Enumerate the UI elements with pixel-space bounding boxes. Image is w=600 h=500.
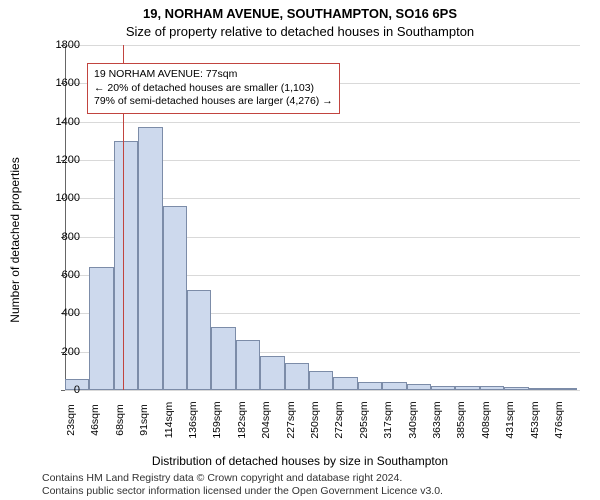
histogram-bar [382,382,406,390]
gridline [65,122,580,123]
xtick-label: 340sqm [407,401,419,438]
xtick-label: 431sqm [504,401,516,438]
annotation-box: 19 NORHAM AVENUE: 77sqm← 20% of detached… [87,63,340,114]
histogram-bar [333,377,357,390]
xtick-label: 91sqm [138,404,150,436]
xtick-label: 317sqm [382,401,394,438]
ytick-label: 200 [40,346,80,358]
xtick-label: 114sqm [163,402,175,439]
histogram-bar [260,356,284,391]
annotation-line-3: 79% of semi-detached houses are larger (… [94,95,333,109]
y-axis-label: Number of detached properties [8,50,22,430]
xtick-label: 46sqm [89,404,101,436]
credit-line-1: Contains HM Land Registry data © Crown c… [42,472,443,485]
xtick-label: 182sqm [236,401,248,438]
gridline [65,390,580,391]
xtick-label: 68sqm [114,404,126,436]
histogram-bar [285,363,309,390]
histogram-bar [236,340,260,390]
histogram-bar [187,290,211,390]
histogram-bar [358,382,382,390]
credits: Contains HM Land Registry data © Crown c… [42,472,443,498]
histogram-bar [211,327,235,390]
chart-title-line2: Size of property relative to detached ho… [0,24,600,39]
xtick-label: 385sqm [455,401,467,438]
ytick-label: 1800 [40,39,80,51]
ytick-label: 800 [40,231,80,243]
histogram-bar [114,141,138,390]
credit-line-2: Contains public sector information licen… [42,485,443,498]
histogram-bar [431,386,455,390]
histogram-bar [529,388,553,390]
ytick-label: 1400 [40,116,80,128]
histogram-bar [89,267,113,390]
gridline [65,45,580,46]
xtick-label: 408sqm [480,401,492,438]
histogram-bar [309,371,333,390]
ytick-label: 1000 [40,192,80,204]
xtick-label: 295sqm [358,401,370,438]
xtick-label: 159sqm [211,401,223,438]
xtick-label: 136sqm [187,401,199,438]
plot-area: 19 NORHAM AVENUE: 77sqm← 20% of detached… [65,45,580,390]
histogram-bar [480,386,504,390]
ytick-label: 0 [40,384,80,396]
ytick-label: 400 [40,307,80,319]
ytick-label: 1200 [40,154,80,166]
chart-title-line1: 19, NORHAM AVENUE, SOUTHAMPTON, SO16 6PS [0,6,600,21]
xtick-label: 204sqm [260,401,272,438]
annotation-line-1: 19 NORHAM AVENUE: 77sqm [94,68,333,82]
histogram-bar [553,388,577,390]
xtick-label: 250sqm [309,401,321,438]
xtick-label: 227sqm [285,401,297,438]
ytick-label: 600 [40,269,80,281]
xtick-label: 23sqm [65,404,77,436]
xtick-label: 363sqm [431,401,443,438]
xtick-label: 476sqm [553,401,565,438]
y-axis-line [65,45,66,390]
x-axis-label: Distribution of detached houses by size … [0,454,600,468]
annotation-line-2: ← 20% of detached houses are smaller (1,… [94,82,333,96]
xtick-label: 272sqm [333,401,345,438]
histogram-bar [504,387,528,390]
ytick-label: 1600 [40,77,80,89]
xtick-label: 453sqm [529,401,541,438]
histogram-bar [455,386,479,390]
histogram-bar [138,127,162,390]
histogram-bar [163,206,187,390]
histogram-bar [407,384,431,390]
